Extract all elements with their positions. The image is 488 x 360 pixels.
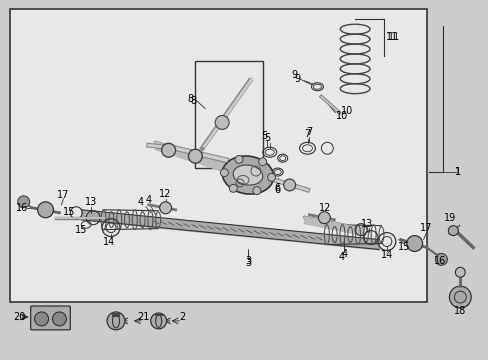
Circle shape bbox=[150, 313, 166, 329]
Text: 16: 16 bbox=[433, 256, 446, 266]
Text: 21: 21 bbox=[137, 312, 150, 322]
Text: 13: 13 bbox=[360, 219, 372, 229]
Ellipse shape bbox=[233, 165, 262, 185]
Text: 8: 8 bbox=[190, 96, 196, 105]
Circle shape bbox=[188, 149, 202, 163]
Circle shape bbox=[229, 184, 237, 192]
Circle shape bbox=[258, 158, 266, 166]
Text: 9: 9 bbox=[294, 74, 300, 84]
Circle shape bbox=[18, 196, 30, 208]
Text: 19: 19 bbox=[444, 213, 456, 223]
Circle shape bbox=[447, 226, 457, 235]
Bar bbox=[195, 61, 263, 168]
Text: 4: 4 bbox=[145, 195, 151, 205]
Circle shape bbox=[318, 212, 330, 224]
Text: 10: 10 bbox=[340, 105, 353, 116]
Text: 14: 14 bbox=[380, 251, 392, 260]
Text: 7: 7 bbox=[306, 127, 312, 138]
Text: 13: 13 bbox=[85, 197, 97, 207]
Circle shape bbox=[235, 156, 243, 163]
Ellipse shape bbox=[222, 156, 273, 194]
Text: 3: 3 bbox=[244, 256, 250, 266]
Text: 12: 12 bbox=[159, 189, 171, 199]
Text: 10: 10 bbox=[335, 112, 347, 121]
Circle shape bbox=[448, 286, 470, 308]
Text: 6: 6 bbox=[274, 185, 280, 195]
Text: 11: 11 bbox=[385, 32, 397, 42]
Circle shape bbox=[35, 312, 48, 326]
Text: 5: 5 bbox=[263, 133, 269, 143]
Circle shape bbox=[107, 312, 124, 330]
Bar bbox=[10, 9, 426, 302]
Text: 17: 17 bbox=[420, 222, 432, 233]
Text: 12: 12 bbox=[319, 203, 331, 213]
Circle shape bbox=[162, 143, 175, 157]
Text: 20: 20 bbox=[14, 312, 26, 322]
Text: 17: 17 bbox=[57, 190, 69, 200]
Circle shape bbox=[406, 235, 422, 251]
Text: 4: 4 bbox=[138, 197, 143, 207]
Circle shape bbox=[220, 169, 228, 177]
Text: 16: 16 bbox=[16, 203, 28, 213]
Text: 4: 4 bbox=[338, 252, 344, 262]
Text: 3: 3 bbox=[244, 258, 250, 268]
Circle shape bbox=[252, 187, 260, 195]
Text: 15: 15 bbox=[75, 225, 87, 235]
Circle shape bbox=[160, 202, 171, 214]
Text: 18: 18 bbox=[453, 306, 466, 316]
Ellipse shape bbox=[155, 314, 162, 327]
Text: 15: 15 bbox=[397, 243, 409, 252]
Circle shape bbox=[283, 179, 295, 191]
Text: 14: 14 bbox=[102, 237, 115, 247]
Circle shape bbox=[435, 253, 447, 265]
Text: 1: 1 bbox=[454, 167, 461, 177]
Text: 15: 15 bbox=[63, 207, 75, 217]
Text: 2: 2 bbox=[179, 312, 185, 322]
Text: 5: 5 bbox=[260, 131, 266, 141]
Text: 11: 11 bbox=[387, 32, 399, 42]
Circle shape bbox=[267, 174, 275, 181]
FancyBboxPatch shape bbox=[31, 306, 70, 330]
Text: 8: 8 bbox=[187, 94, 193, 104]
Circle shape bbox=[52, 312, 66, 326]
Circle shape bbox=[454, 267, 464, 277]
Circle shape bbox=[215, 116, 229, 129]
Text: 4: 4 bbox=[341, 249, 346, 260]
Text: 9: 9 bbox=[291, 70, 297, 80]
Text: 6: 6 bbox=[274, 183, 280, 193]
Circle shape bbox=[38, 202, 53, 218]
Text: 1: 1 bbox=[454, 167, 461, 177]
Ellipse shape bbox=[112, 314, 119, 328]
Text: 7: 7 bbox=[304, 129, 310, 139]
